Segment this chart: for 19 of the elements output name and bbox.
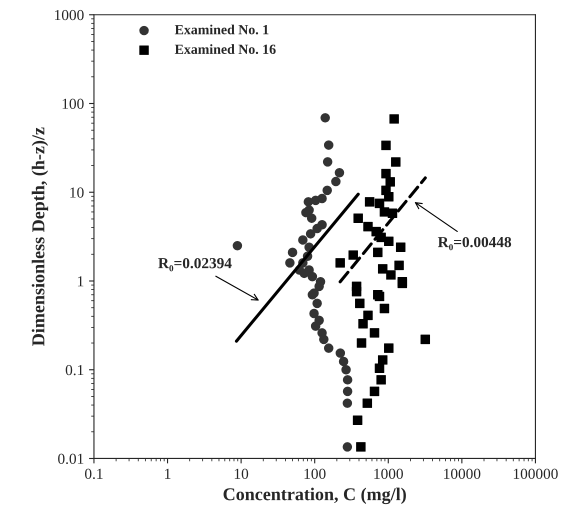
y-tick-label: 100 (62, 98, 84, 109)
y-tick-label: 0.01 (58, 454, 84, 464)
annotation: R₀=0.00448 (438, 236, 512, 250)
x-tick-label: 0.1 (84, 468, 103, 480)
x-tick-label: 100000 (514, 468, 558, 479)
y-tick-label: 10 (70, 187, 84, 198)
annotation: R₀=0.02394 (158, 258, 232, 272)
x-tick-label: 100 (304, 468, 326, 479)
x-axis-title: Concentration, C (mg/l) (224, 488, 406, 504)
y-axis-title: Dimensionless Depth, (h-z)/z (32, 127, 48, 346)
legend-label: Examined No. 1 (174, 24, 268, 34)
legend-label: Examined No. 16 (174, 44, 276, 54)
x-tick-label: 10000 (444, 468, 480, 479)
y-tick-label: 1000 (55, 10, 84, 20)
x-tick-label: 1 (165, 468, 170, 479)
x-tick-label: 1000 (374, 468, 403, 479)
x-tick-label: 10 (234, 468, 248, 479)
y-tick-label: 0.1 (66, 364, 84, 376)
y-tick-label: 1 (78, 276, 84, 286)
